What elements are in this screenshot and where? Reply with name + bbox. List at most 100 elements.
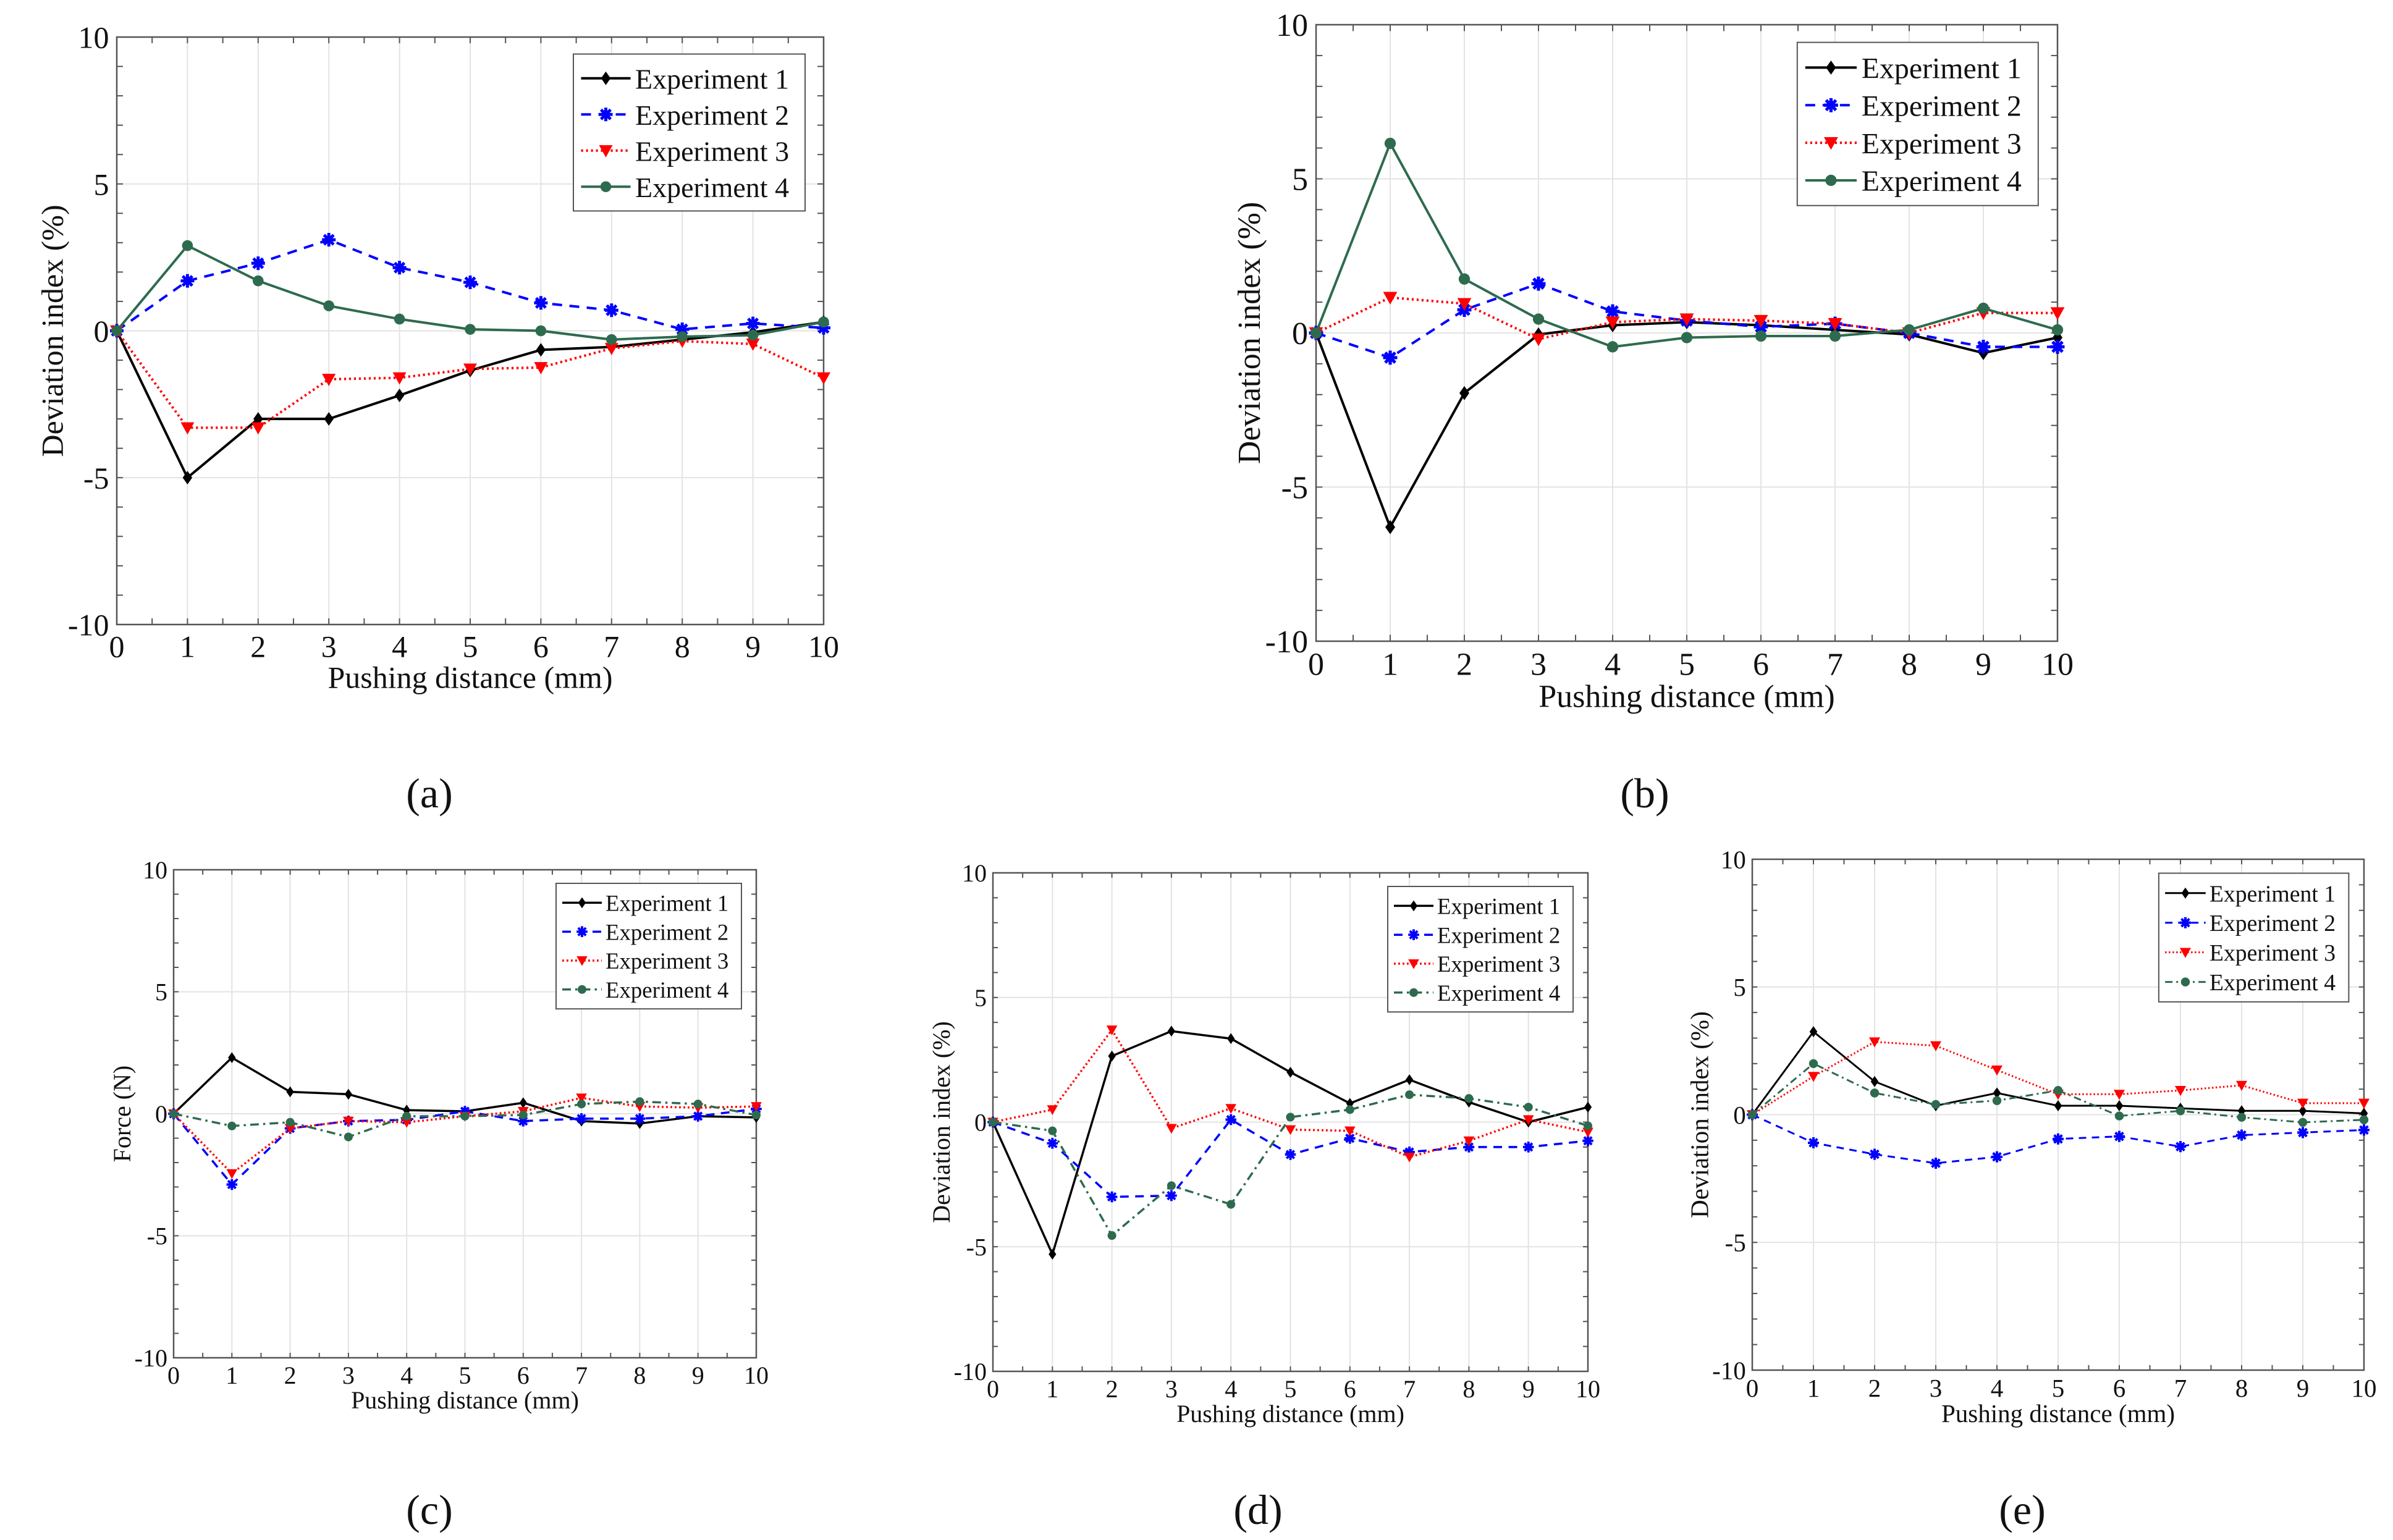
asterisk-stroke [2051, 340, 2064, 353]
data-point [1384, 137, 1396, 149]
legend-label: Experiment 3 [1437, 951, 1560, 977]
x-tick-label: 7 [604, 629, 619, 664]
data-point [401, 1117, 412, 1128]
data-point [1992, 1096, 2002, 1105]
data-point [1522, 1115, 1534, 1126]
asterisk-stroke [1606, 305, 1619, 318]
legend: Experiment 1 Experiment 2 Experiment 3 Expe… [1387, 886, 1574, 1013]
legend-item-experiment-1: Experiment 1 [2165, 881, 2336, 907]
legend-label: Experiment 2 [606, 919, 728, 945]
asterisk-stroke [1409, 930, 1419, 940]
asterisk-stroke [2114, 1131, 2124, 1142]
y-tick-label: 10 [78, 20, 109, 55]
data-point [1870, 1088, 1880, 1098]
data-point [519, 1097, 527, 1109]
data-point [1583, 1121, 1593, 1130]
y-tick-label: 10 [962, 859, 987, 887]
data-point [577, 1100, 586, 1109]
x-tick-label: 4 [1991, 1374, 2004, 1402]
data-point [1930, 1158, 1942, 1169]
data-point [180, 422, 195, 435]
x-tick-label: 6 [1344, 1375, 1356, 1403]
x-tick-label: 10 [2041, 647, 2074, 683]
data-point [1993, 1087, 2001, 1099]
chart-d: 0 1 2 3 4 5 6 7 8 9 10 -10 -5 0 5 10 Pushing distance (m… [927, 859, 1600, 1428]
data-point [227, 1121, 237, 1130]
data-point [2050, 307, 2065, 321]
series-experiment-4 [1310, 137, 2064, 353]
chart-c: 0 1 2 3 4 5 6 7 8 9 10 -10 -5 0 5 10 Pushing distance (m… [108, 856, 769, 1414]
y-tick-label: 5 [1292, 162, 1308, 198]
data-point [1679, 313, 1694, 326]
data-point [1903, 324, 1915, 336]
x-tick-label: 0 [167, 1361, 180, 1389]
asterisk-stroke [394, 261, 406, 274]
data-point [392, 372, 407, 385]
legend: Experiment 1 Experiment 2 Experiment 3 Expe… [1796, 41, 2039, 206]
asterisk-stroke [227, 1179, 237, 1190]
x-tick-label: 7 [2174, 1374, 2187, 1402]
asterisk-stroke [2180, 917, 2190, 928]
data-point [1226, 1200, 1236, 1209]
legend-label: Experiment 4 [635, 172, 789, 203]
x-tick-label: 4 [1605, 647, 1621, 683]
data-point [1930, 1041, 1942, 1051]
x-tick-label: 3 [1165, 1375, 1178, 1403]
legend-item-experiment-2: Experiment 2 [1394, 922, 1560, 948]
data-point [747, 329, 759, 341]
legend-marker [1825, 174, 1837, 187]
data-point [1463, 1142, 1475, 1153]
legend-label: Experiment 1 [2209, 881, 2336, 907]
data-point [402, 1111, 411, 1121]
data-point [2114, 1111, 2124, 1121]
asterisk-stroke [693, 1111, 703, 1121]
data-point [1606, 341, 1619, 353]
y-tick-label: 5 [94, 167, 109, 201]
data-point [1524, 1103, 1533, 1112]
data-point [576, 1113, 587, 1124]
x-tick-label: 1 [1046, 1375, 1058, 1403]
asterisk-stroke [2359, 1125, 2369, 1135]
data-point [1531, 276, 1546, 291]
data-point [1286, 1067, 1294, 1078]
data-point [534, 296, 548, 310]
legend-marker [2180, 977, 2190, 987]
asterisk-stroke [2176, 1142, 2185, 1152]
x-tick-label: 1 [1382, 647, 1398, 683]
legend-marker [578, 897, 586, 909]
data-point [1458, 273, 1471, 285]
asterisk-stroke [1285, 1150, 1296, 1159]
data-point [1106, 1025, 1118, 1036]
data-point [2297, 1098, 2309, 1109]
legend-label: Experiment 3 [2209, 940, 2336, 966]
legend-marker [1409, 900, 1418, 912]
asterisk-stroke [1825, 99, 1838, 112]
asterisk-stroke [2237, 1130, 2247, 1140]
data-point [534, 362, 548, 374]
asterisk-stroke [1808, 1138, 1818, 1148]
asterisk-stroke [747, 318, 759, 330]
asterisk-stroke [2053, 1134, 2063, 1144]
legend-label: Experiment 4 [2209, 970, 2336, 996]
x-axis-label: Pushing distance (mm) [1176, 1400, 1404, 1428]
data-point [1167, 1025, 1176, 1037]
data-point [463, 276, 477, 290]
y-axis-label: Force (N) [108, 1066, 136, 1163]
data-point [322, 233, 336, 247]
x-tick-label: 6 [2113, 1374, 2126, 1402]
legend-box [2158, 872, 2350, 1003]
data-point [251, 256, 265, 271]
legend-item-experiment-4: Experiment 4 [1394, 980, 1560, 1006]
data-point [182, 240, 193, 251]
y-axis-label: Deviation index (%) [927, 1021, 955, 1223]
data-point [226, 1169, 238, 1179]
legend-marker [1408, 929, 1419, 940]
asterisk-stroke [181, 275, 193, 287]
data-point [111, 325, 122, 337]
legend-marker [2179, 917, 2191, 928]
y-tick-label: -5 [1281, 471, 1308, 506]
legend-marker [1408, 959, 1419, 969]
data-point [1531, 333, 1546, 347]
asterisk-stroke [1992, 1151, 2002, 1162]
data-point [1225, 1114, 1236, 1126]
